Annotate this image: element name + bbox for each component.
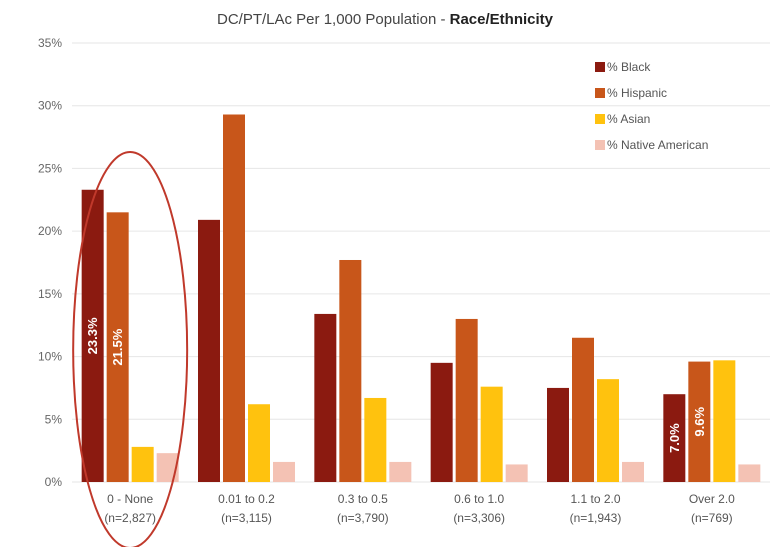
gridlines	[72, 42, 770, 483]
bar	[106, 212, 129, 483]
x-tick-label: 0.6 to 1.0	[454, 492, 504, 506]
bar	[314, 313, 337, 482]
bar	[248, 404, 270, 482]
legend-label: % Hispanic	[607, 86, 667, 100]
legend-swatch	[595, 88, 605, 98]
x-tick-label-n: (n=3,790)	[337, 511, 389, 525]
y-tick-label: 15%	[38, 287, 62, 301]
bars	[81, 114, 761, 483]
bar	[688, 361, 711, 482]
bar	[663, 394, 686, 482]
x-tick-label: 0.01 to 0.2	[218, 492, 275, 506]
bar	[430, 362, 453, 482]
highlight-ellipse	[72, 151, 189, 547]
x-tick-label-n: (n=3,115)	[221, 511, 272, 525]
bar	[505, 464, 528, 482]
legend-label: % Black	[607, 60, 651, 74]
legend-label: % Native American	[607, 138, 708, 152]
data-labels: 23.3% 21.5% 7.0% 9.6%	[85, 317, 707, 453]
y-tick-label: 5%	[45, 412, 63, 426]
chart-title-main: DC/PT/LAc Per 1,000 Population -	[217, 11, 450, 28]
x-tick-label-n: (n=1,943)	[570, 511, 622, 525]
bar	[455, 318, 478, 482]
data-label: 21.5%	[110, 328, 125, 365]
data-label: 23.3%	[85, 317, 100, 354]
data-label: 7.0%	[667, 423, 682, 453]
x-tick-label-n: (n=3,306)	[453, 511, 505, 525]
bar	[572, 337, 594, 482]
x-tick-label: 1.1 to 2.0	[570, 492, 620, 506]
bar	[622, 461, 644, 482]
bar	[364, 397, 387, 482]
x-axis-ticks: 0 - None (n=2,827) 0.01 to 0.2 (n=3,115) 0.3…	[104, 492, 735, 525]
y-axis-ticks: 0% 5% 10% 15% 20% 25% 30% 35%	[38, 36, 62, 489]
bar	[713, 360, 736, 482]
chart-title: DC/PT/LAc Per 1,000 Population - Race/Et…	[217, 11, 554, 28]
y-tick-label: 0%	[45, 475, 63, 489]
legend-swatch	[595, 140, 605, 150]
bar	[198, 219, 220, 482]
bar	[597, 379, 619, 482]
bar	[131, 446, 154, 482]
bar	[480, 386, 503, 482]
x-tick-label-n: (n=2,827)	[104, 511, 156, 525]
data-label: 9.6%	[692, 407, 707, 437]
bar	[738, 464, 761, 482]
legend-swatch	[595, 62, 605, 72]
y-tick-label: 10%	[38, 350, 62, 364]
legend: % Black % Hispanic % Asian % Native America…	[595, 60, 708, 152]
bar	[273, 461, 295, 482]
legend-swatch	[595, 114, 605, 124]
y-tick-label: 30%	[38, 99, 62, 113]
bar	[339, 259, 362, 482]
bar	[389, 461, 412, 482]
annotation-layer	[72, 151, 189, 547]
y-tick-label: 35%	[38, 36, 62, 50]
legend-label: % Asian	[607, 112, 650, 126]
y-tick-label: 25%	[38, 161, 62, 175]
chart-title-bold: Race/Ethnicity	[450, 11, 554, 28]
x-tick-label: 0 - None	[107, 492, 153, 506]
bar	[223, 114, 245, 482]
x-tick-label: 0.3 to 0.5	[338, 492, 388, 506]
x-tick-label-n: (n=769)	[691, 511, 733, 525]
bar	[156, 453, 179, 482]
x-tick-label: Over 2.0	[689, 492, 735, 506]
y-tick-label: 20%	[38, 224, 62, 238]
bar	[547, 387, 569, 482]
bar	[81, 189, 104, 482]
